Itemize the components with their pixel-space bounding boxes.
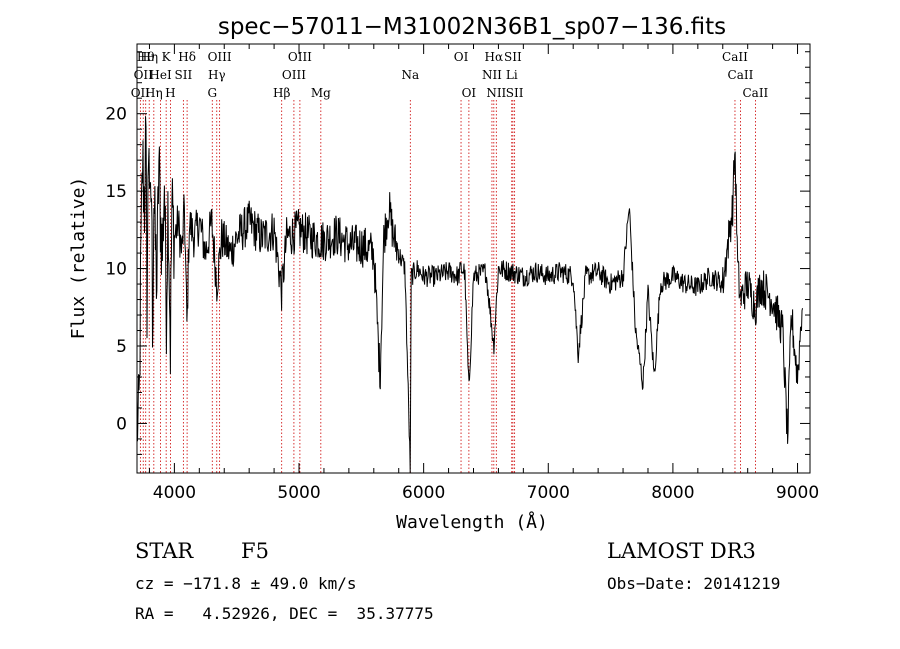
chart-title: spec−57011−M31002N36B1_sp07−136.fits [218, 14, 726, 40]
coordinates: RA = 4.52926, DEC = 35.37775 [135, 604, 434, 623]
x-axis-tick-labels: 4000 5000 6000 7000 8000 9000 [153, 483, 819, 503]
y-axis-tick-labels: 0 5 10 15 20 [105, 105, 127, 435]
line-marker-label: SII [175, 68, 193, 82]
spectrum-line [136, 116, 803, 473]
line-marker-label: OI [454, 50, 469, 64]
line-marker-label: Hδ [178, 50, 196, 64]
line-marker-label: Hα [485, 50, 504, 64]
line-marker-label: Na [401, 68, 419, 82]
subclass: F5 [241, 539, 269, 563]
line-marker-labels: OIIOIIHθHηHηHeIKHSIIHδGHγOIIIHβOIIIOIIIM… [131, 50, 769, 100]
line-marker-label: Hη [145, 86, 163, 100]
x-tick-label: 6000 [402, 483, 445, 503]
line-marker-label: Hθ [137, 50, 155, 64]
line-marker-label: OII [131, 86, 151, 100]
x-tick-label: 8000 [651, 483, 694, 503]
line-marker-label: HeI [149, 68, 172, 82]
line-marker-label: Hγ [208, 68, 226, 82]
y-tick-label: 20 [105, 105, 127, 125]
line-marker-label: Li [506, 68, 518, 82]
line-marker-label: NII [482, 68, 502, 82]
line-marker-label: NII [486, 86, 506, 100]
survey-name: LAMOST DR3 [607, 539, 756, 563]
line-marker-label: Mg [311, 86, 331, 100]
object-class: STAR [135, 539, 194, 563]
redshift-velocity: cz = −171.8 ± 49.0 km/s [135, 574, 357, 593]
x-tick-label: 9000 [776, 483, 819, 503]
observation-date: Obs−Date: 20141219 [607, 574, 781, 593]
y-tick-label: 5 [116, 337, 127, 357]
line-marker-label: OII [134, 68, 154, 82]
line-marker-label: OIII [208, 50, 232, 64]
plot-frame [136, 43, 811, 474]
y-tick-label: 0 [116, 414, 127, 434]
line-marker-label: OIII [288, 50, 312, 64]
line-marker-label: Hη [140, 50, 158, 64]
y-tick-label: 10 [105, 260, 127, 280]
x-axis-label: Wavelength (Å) [396, 511, 548, 533]
line-marker-label: OIII [282, 68, 306, 82]
line-marker-label: G [207, 86, 217, 100]
line-marker-label: SII [504, 50, 522, 64]
x-tick-label: 7000 [527, 483, 570, 503]
line-marker-label: SII [506, 86, 524, 100]
y-axis-label: Flux (relative) [68, 177, 89, 340]
x-tick-label: 5000 [277, 483, 320, 503]
x-axis-ticks [148, 44, 799, 473]
line-marker-label: CaII [742, 86, 768, 100]
y-axis-ticks [137, 51, 810, 455]
line-marker-label: CaII [728, 68, 754, 82]
y-tick-label: 15 [105, 182, 127, 202]
line-marker-label: CaII [722, 50, 748, 64]
x-tick-label: 4000 [153, 483, 196, 503]
line-marker-label: K [162, 50, 172, 64]
line-marker-label: Hβ [273, 86, 290, 100]
line-marker-label: H [165, 86, 175, 100]
line-marker-label: OI [462, 86, 477, 100]
